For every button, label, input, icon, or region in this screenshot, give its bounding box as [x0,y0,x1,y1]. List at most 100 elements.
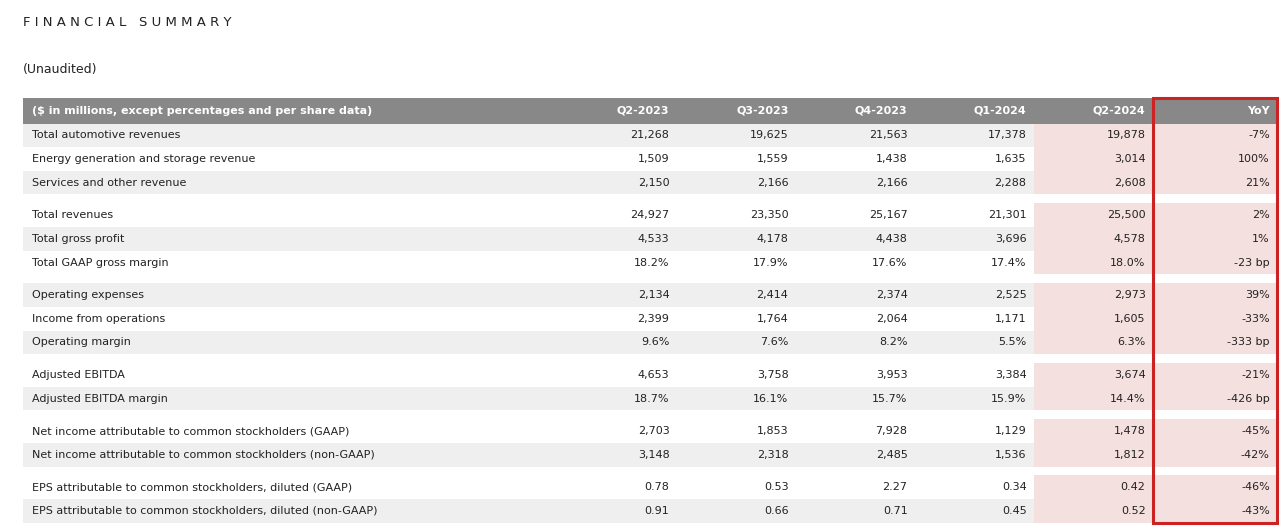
Text: Total automotive revenues: Total automotive revenues [32,130,180,140]
Text: 21,563: 21,563 [869,130,908,140]
Text: YoY: YoY [1247,106,1270,116]
Text: 2,608: 2,608 [1114,178,1146,187]
Text: 2,166: 2,166 [876,178,908,187]
Text: F I N A N C I A L   S U M M A R Y: F I N A N C I A L S U M M A R Y [23,16,232,29]
Text: 2%: 2% [1252,210,1270,220]
Text: Net income attributable to common stockholders (non-GAAP): Net income attributable to common stockh… [32,450,375,460]
Text: 21,301: 21,301 [988,210,1027,220]
Text: 3,014: 3,014 [1114,154,1146,164]
Text: 18.2%: 18.2% [634,258,669,268]
Text: 0.91: 0.91 [645,506,669,516]
Bar [23,124,1034,147]
Bar [1034,124,1153,147]
Text: 16.1%: 16.1% [753,393,788,403]
Text: 0.52: 0.52 [1121,506,1146,516]
Text: 7,928: 7,928 [876,426,908,436]
Bar [1153,443,1277,467]
Text: 2,414: 2,414 [756,290,788,300]
Text: Q1-2024: Q1-2024 [974,106,1027,116]
Bar [1153,476,1277,499]
Text: 15.7%: 15.7% [872,393,908,403]
Bar [1034,499,1153,523]
Text: 18.0%: 18.0% [1110,258,1146,268]
Text: 3,674: 3,674 [1114,370,1146,380]
Bar [23,307,1034,331]
Text: 0.71: 0.71 [883,506,908,516]
Bar [23,251,1034,275]
Bar [1153,499,1277,523]
Bar [1034,147,1153,171]
Bar [1153,147,1277,171]
Bar [23,171,1034,194]
Text: 1,509: 1,509 [637,154,669,164]
Text: 1,478: 1,478 [1114,426,1146,436]
Text: 19,625: 19,625 [750,130,788,140]
Text: 21%: 21% [1245,178,1270,187]
Text: 17.9%: 17.9% [753,258,788,268]
Bar [1034,331,1153,354]
Bar [1034,476,1153,499]
Text: 3,148: 3,148 [637,450,669,460]
Text: 17.4%: 17.4% [991,258,1027,268]
Text: 2,288: 2,288 [995,178,1027,187]
Text: 2,973: 2,973 [1114,290,1146,300]
Text: 1%: 1% [1252,234,1270,244]
Text: Adjusted EBITDA: Adjusted EBITDA [32,370,125,380]
Text: -23 bp: -23 bp [1234,258,1270,268]
Bar [1034,227,1153,251]
Text: -42%: -42% [1240,450,1270,460]
Text: 0.45: 0.45 [1002,506,1027,516]
Text: 1,635: 1,635 [995,154,1027,164]
Text: 1,764: 1,764 [756,314,788,324]
Text: 0.78: 0.78 [645,482,669,492]
Bar [1034,443,1153,467]
Text: 3,696: 3,696 [995,234,1027,244]
Text: 5.5%: 5.5% [998,337,1027,347]
Bar [1034,419,1153,443]
Bar [1034,251,1153,275]
Text: 25,500: 25,500 [1107,210,1146,220]
Text: 100%: 100% [1238,154,1270,164]
Bar [1153,227,1277,251]
Text: Q4-2023: Q4-2023 [855,106,908,116]
Text: ($ in millions, except percentages and per share data): ($ in millions, except percentages and p… [32,106,372,116]
Text: 2,166: 2,166 [756,178,788,187]
Bar [1153,171,1277,194]
Text: EPS attributable to common stockholders, diluted (non-GAAP): EPS attributable to common stockholders,… [32,506,378,516]
Bar [1034,284,1153,307]
Text: -426 bp: -426 bp [1228,393,1270,403]
Text: 1,536: 1,536 [995,450,1027,460]
Text: 9.6%: 9.6% [641,337,669,347]
Bar [1153,419,1277,443]
Text: -43%: -43% [1242,506,1270,516]
Bar [23,443,1034,467]
Text: 2,064: 2,064 [876,314,908,324]
Text: 2,318: 2,318 [756,450,788,460]
Text: 2,525: 2,525 [995,290,1027,300]
Bar [23,467,1277,476]
Text: 25,167: 25,167 [869,210,908,220]
Bar [1153,203,1277,227]
Bar [1034,363,1153,386]
Text: 15.9%: 15.9% [991,393,1027,403]
Text: Operating expenses: Operating expenses [32,290,143,300]
Text: Q3-2023: Q3-2023 [736,106,788,116]
Text: (Unaudited): (Unaudited) [23,63,97,77]
Bar [23,284,1034,307]
Bar [23,275,1277,284]
Bar [23,203,1034,227]
Bar [1034,307,1153,331]
Text: 0.42: 0.42 [1121,482,1146,492]
Bar [23,98,1277,124]
Text: 3,384: 3,384 [995,370,1027,380]
Text: 8.2%: 8.2% [879,337,908,347]
Text: 7.6%: 7.6% [760,337,788,347]
Text: 1,171: 1,171 [995,314,1027,324]
Text: 2,703: 2,703 [637,426,669,436]
Text: 2,134: 2,134 [637,290,669,300]
Bar [1153,307,1277,331]
Text: 24,927: 24,927 [630,210,669,220]
Text: -46%: -46% [1242,482,1270,492]
Text: 19,878: 19,878 [1107,130,1146,140]
Bar [1034,171,1153,194]
